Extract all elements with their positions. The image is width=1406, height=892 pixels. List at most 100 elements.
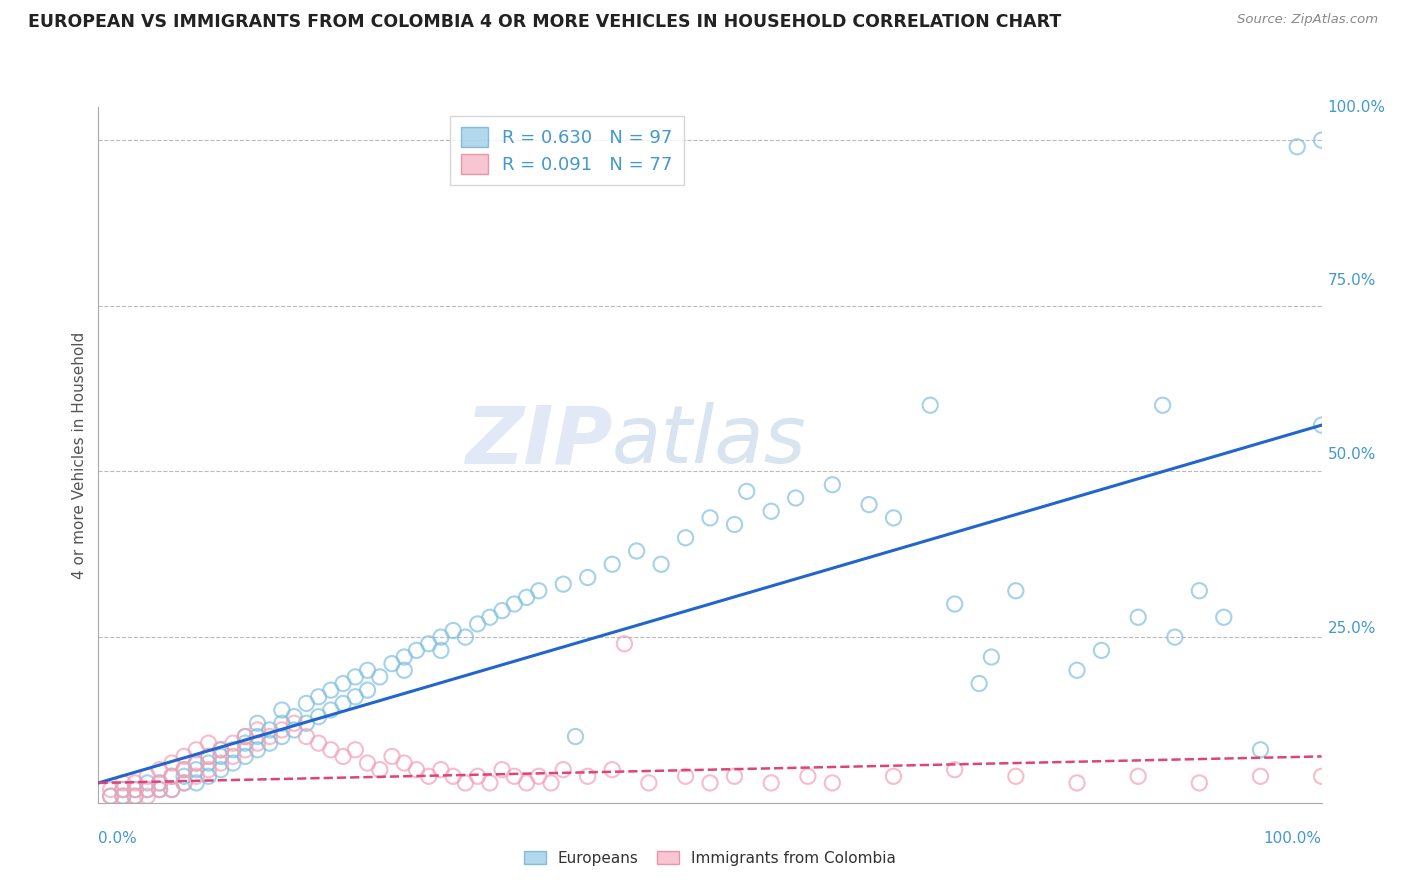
Point: [332, 697, 354, 711]
Text: 75.0%: 75.0%: [1327, 274, 1376, 288]
Point: [295, 730, 318, 744]
Point: [222, 756, 245, 770]
Point: [344, 743, 367, 757]
Point: [344, 690, 367, 704]
Point: [1090, 643, 1112, 657]
Point: [136, 782, 159, 797]
Point: [283, 709, 305, 723]
Point: [1066, 776, 1088, 790]
Point: [1286, 140, 1309, 154]
Point: [308, 736, 330, 750]
Point: [270, 716, 294, 731]
Point: [553, 577, 575, 591]
Point: [626, 544, 648, 558]
Point: [553, 763, 575, 777]
Point: [295, 697, 318, 711]
Point: [467, 769, 489, 783]
Point: [149, 782, 172, 797]
Point: [943, 597, 966, 611]
Point: [209, 763, 232, 777]
Point: [1188, 776, 1211, 790]
Point: [515, 776, 537, 790]
Point: [454, 630, 477, 644]
Point: [405, 643, 427, 657]
Point: [491, 763, 513, 777]
Text: 100.0%: 100.0%: [1264, 830, 1322, 846]
Point: [381, 657, 404, 671]
Point: [160, 769, 183, 783]
Point: [111, 782, 134, 797]
Point: [1066, 663, 1088, 677]
Point: [124, 789, 146, 804]
Point: [392, 756, 416, 770]
Point: [246, 743, 269, 757]
Point: [259, 730, 281, 744]
Point: [478, 610, 501, 624]
Point: [332, 676, 354, 690]
Point: [967, 676, 990, 690]
Point: [136, 789, 159, 804]
Point: [173, 769, 195, 783]
Point: [270, 730, 294, 744]
Point: [441, 624, 464, 638]
Point: [1164, 630, 1187, 644]
Point: [136, 769, 159, 783]
Point: [797, 769, 820, 783]
Point: [356, 756, 378, 770]
Point: [1310, 769, 1333, 783]
Point: [186, 776, 208, 790]
Point: [515, 591, 537, 605]
Point: [308, 709, 330, 723]
Point: [491, 604, 513, 618]
Point: [858, 498, 880, 512]
Point: [209, 743, 232, 757]
Point: [173, 776, 195, 790]
Text: 50.0%: 50.0%: [1327, 448, 1376, 462]
Point: [111, 776, 134, 790]
Point: [1188, 583, 1211, 598]
Point: [111, 789, 134, 804]
Point: [124, 782, 146, 797]
Point: [100, 782, 122, 797]
Point: [259, 723, 281, 737]
Text: 25.0%: 25.0%: [1327, 622, 1376, 636]
Point: [173, 763, 195, 777]
Point: [332, 749, 354, 764]
Point: [100, 789, 122, 804]
Point: [100, 789, 122, 804]
Point: [637, 776, 661, 790]
Point: [259, 736, 281, 750]
Point: [368, 670, 391, 684]
Point: [319, 703, 342, 717]
Point: [233, 736, 256, 750]
Point: [503, 769, 526, 783]
Point: [209, 743, 232, 757]
Point: [160, 782, 183, 797]
Point: [441, 769, 464, 783]
Point: [197, 749, 219, 764]
Point: [1004, 769, 1026, 783]
Point: [197, 756, 219, 770]
Point: [467, 616, 489, 631]
Point: [1310, 133, 1333, 147]
Point: [392, 663, 416, 677]
Point: [222, 749, 245, 764]
Point: [821, 776, 844, 790]
Point: [723, 769, 745, 783]
Point: [209, 749, 232, 764]
Point: [503, 597, 526, 611]
Point: [883, 511, 905, 525]
Point: [270, 723, 294, 737]
Point: [527, 769, 550, 783]
Point: [149, 763, 172, 777]
Point: [430, 763, 453, 777]
Point: [186, 763, 208, 777]
Point: [136, 776, 159, 790]
Point: [246, 730, 269, 744]
Text: ZIP: ZIP: [465, 402, 612, 480]
Text: Source: ZipAtlas.com: Source: ZipAtlas.com: [1237, 13, 1378, 27]
Point: [540, 776, 562, 790]
Point: [111, 782, 134, 797]
Point: [283, 716, 305, 731]
Point: [478, 776, 501, 790]
